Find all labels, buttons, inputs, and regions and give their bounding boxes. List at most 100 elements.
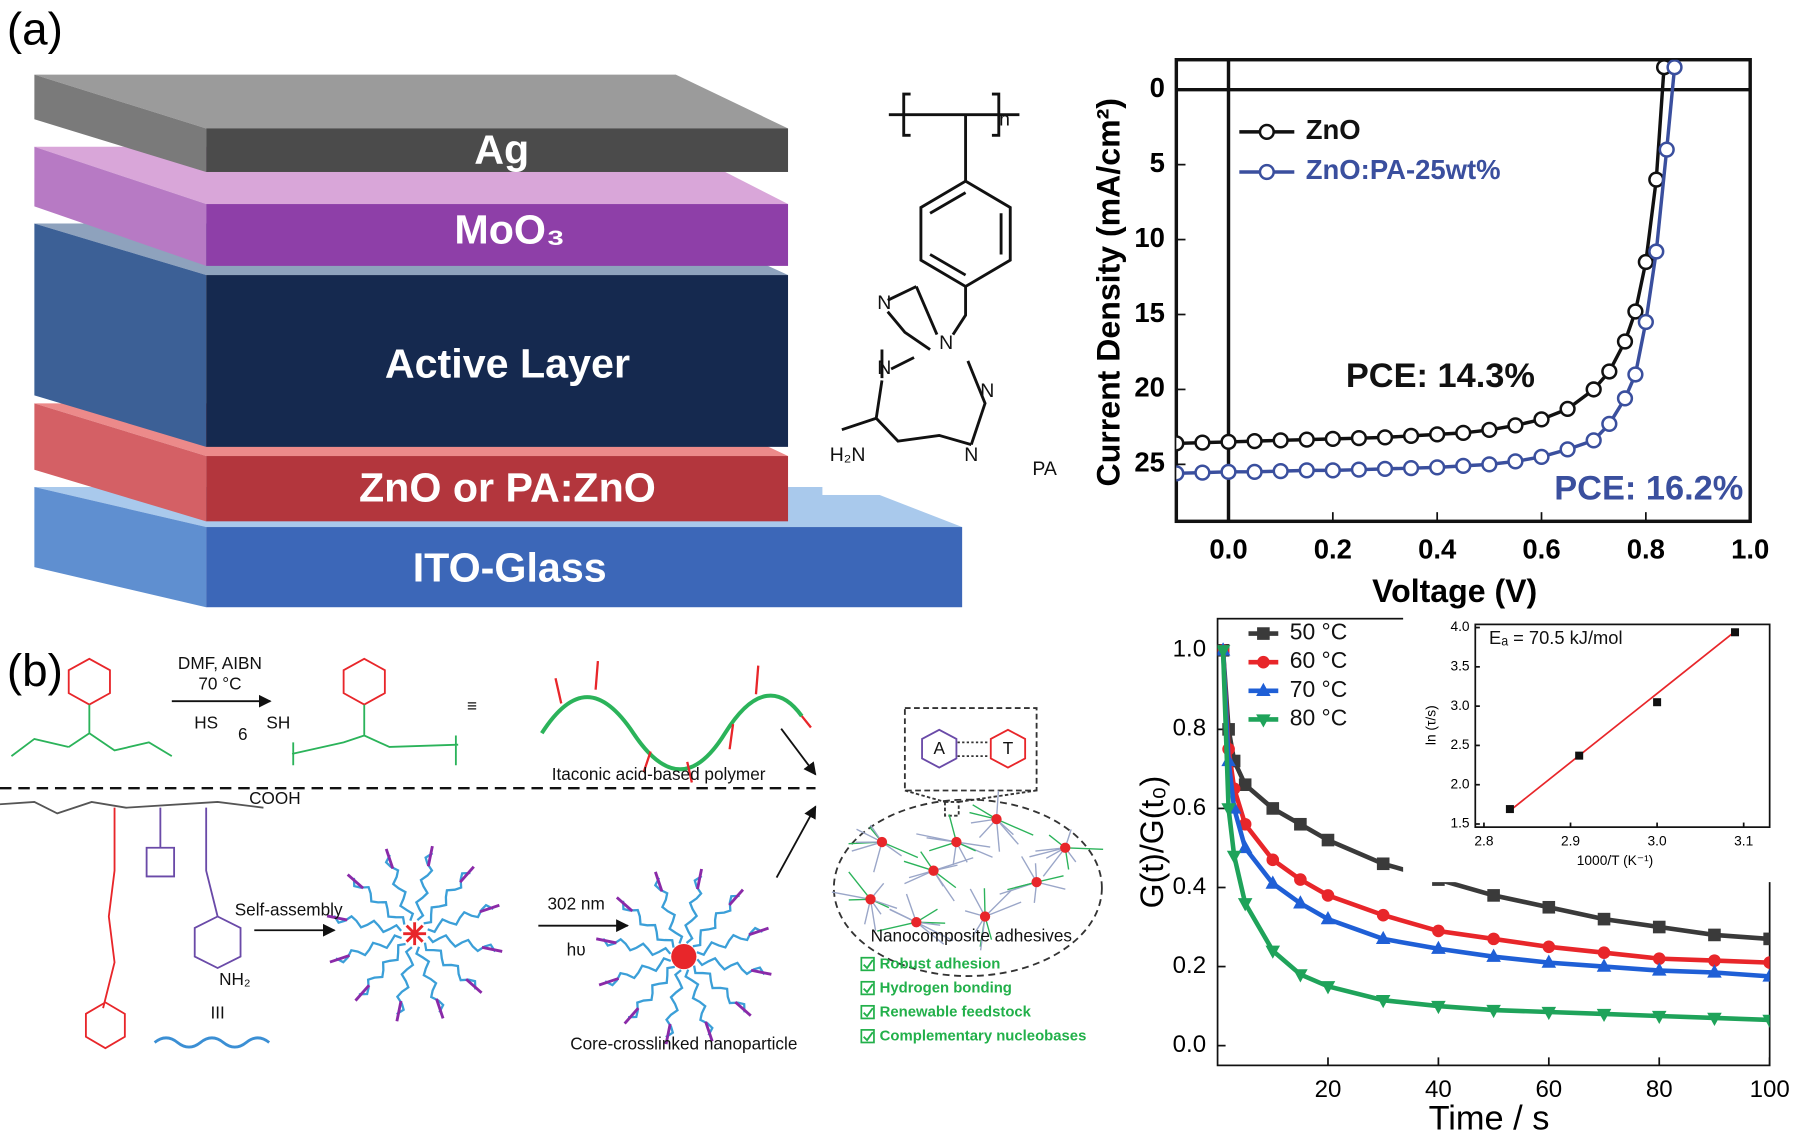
- bond: [888, 113, 1020, 182]
- marker: [1298, 431, 1315, 448]
- device-stack: Ag MoO₃ Active Layer ZnO or PA:ZnO ITO-G…: [34, 74, 963, 608]
- marker: [1763, 956, 1770, 969]
- zoom-line: [904, 789, 1037, 803]
- marker: [1481, 456, 1498, 473]
- marker: [1559, 441, 1576, 458]
- legend-label: 50 °C: [1290, 619, 1348, 645]
- panel-label: (b): [7, 645, 63, 696]
- network-node: [1060, 842, 1071, 853]
- atom-label: N: [939, 332, 953, 354]
- plot-frame: [1174, 58, 1752, 524]
- arm-tip: [734, 1001, 752, 1017]
- y-axis-label: Current Density (mA/cm²): [1091, 98, 1127, 486]
- marker: [1616, 333, 1634, 350]
- marker: [1194, 434, 1211, 451]
- x-tick-label: 100: [1750, 1076, 1790, 1103]
- feature-list: Robust adhesion Hydrogen bonding Renewable…: [860, 957, 1087, 1045]
- scheme-decoration: [326, 790, 1104, 1045]
- marker: [1375, 995, 1391, 1009]
- adenine-ring: [193, 915, 242, 970]
- y-tick-label: 2.0: [1450, 776, 1469, 791]
- adenine-ring: [921, 728, 958, 769]
- y-tick-label: 0.4: [1173, 873, 1206, 900]
- plot-area: [1176, 59, 1683, 482]
- checkbox: [860, 1029, 875, 1044]
- chart: 0.0 0.2 0.4 0.6 0.8 1.0 0 5 10 15 20 25 Voltage (V) C…: [1091, 58, 1769, 609]
- chart: 20 40 60 80 100 0.0 0.2 0.4 0.6 0.8 1.0 Time / s G(t…: [1134, 617, 1790, 1137]
- zoom-box: [944, 801, 960, 817]
- reagent-label: DMF, AIBN: [178, 653, 262, 673]
- checkmark: [862, 983, 874, 994]
- marker: [1648, 243, 1665, 260]
- arm-tip: [326, 914, 348, 922]
- base-pair-box: [903, 707, 1038, 792]
- checkmark: [862, 1007, 874, 1018]
- y-axis-label: ln (τ/s): [1423, 705, 1438, 745]
- network-strand: [984, 889, 1013, 917]
- adhesive-label: Nanocomposite adhesives: [871, 926, 1072, 946]
- marker: [1220, 463, 1237, 480]
- marker: [1237, 839, 1253, 854]
- marker: [1376, 429, 1394, 446]
- arm-tip: [435, 998, 445, 1019]
- y-tick-label: 25: [1134, 447, 1165, 478]
- y-tick-label: 5: [1150, 147, 1165, 178]
- network-strand: [903, 860, 934, 872]
- thymine-ring: [989, 728, 1027, 769]
- ag-side: [34, 74, 207, 172]
- pa-structure: [822, 68, 1071, 495]
- marker: [1596, 1008, 1612, 1023]
- marker: [1708, 928, 1721, 942]
- network-node: [928, 865, 939, 876]
- y-tick-label: 0.0: [1173, 1031, 1206, 1058]
- marker: [1266, 802, 1280, 815]
- arm-tip: [465, 978, 483, 994]
- chart: 2.8 2.9 3.0 3.1 1.5 2.0 2.5 3.0 3.5 4.0 1000/T (K⁻…: [1403, 615, 1774, 883]
- thymine-ring: [67, 657, 111, 706]
- marker: [1265, 945, 1281, 959]
- arm-tip: [426, 845, 434, 867]
- marker: [1505, 805, 1514, 814]
- marker: [1637, 253, 1654, 271]
- network-node: [991, 813, 1002, 825]
- repeat-label: n: [999, 109, 1010, 131]
- marker: [1507, 453, 1524, 470]
- marker: [1238, 778, 1252, 792]
- feature-label: Complementary nucleobases: [880, 1029, 1087, 1045]
- y-tick-label: 2.5: [1450, 737, 1469, 752]
- checkmark: [862, 959, 874, 970]
- network-strand: [831, 891, 871, 900]
- y-axis-label: G(t)/G(t₀): [1134, 776, 1170, 909]
- arm-tip: [750, 968, 772, 976]
- marker: [1597, 912, 1611, 926]
- layer-label: ITO-Glass: [413, 544, 607, 590]
- marker: [1707, 1012, 1722, 1027]
- step-label: 302 nm: [547, 894, 604, 914]
- scheme: [0, 657, 1103, 1050]
- marker: [1294, 817, 1307, 831]
- marker: [1176, 435, 1185, 452]
- polymer-wave: [540, 693, 804, 772]
- x-tick-label: 40: [1425, 1076, 1452, 1103]
- marker: [1616, 390, 1634, 407]
- marker: [1651, 1010, 1667, 1025]
- network-node: [1031, 876, 1042, 888]
- fit-line: [1509, 630, 1736, 812]
- marker: [1533, 448, 1550, 466]
- network-node: [865, 894, 876, 905]
- marker: [1258, 163, 1275, 181]
- zno-front: [206, 456, 789, 522]
- reagent-label: SH: [266, 713, 290, 733]
- y-tick-label: 20: [1134, 372, 1165, 403]
- base-label: A: [934, 738, 946, 758]
- panel-label: (a): [7, 3, 63, 54]
- arm-tip: [728, 888, 745, 907]
- network-node: [911, 917, 922, 928]
- crosslinked-core: [671, 943, 697, 970]
- marker: [1601, 363, 1618, 380]
- marker: [1627, 366, 1644, 383]
- moo3-front: [206, 204, 789, 266]
- polymer-label: Itaconic acid-based polymer: [552, 764, 766, 784]
- arrow: [775, 805, 817, 878]
- marker: [1431, 1000, 1446, 1015]
